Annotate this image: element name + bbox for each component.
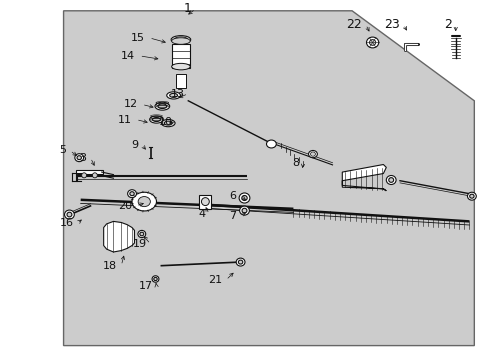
Ellipse shape [241, 195, 247, 201]
Text: 14: 14 [121, 51, 135, 61]
Text: 18: 18 [103, 261, 117, 271]
Text: 17: 17 [138, 281, 152, 291]
Ellipse shape [138, 197, 150, 207]
Text: 11: 11 [118, 114, 132, 125]
Text: 22: 22 [346, 18, 361, 31]
Ellipse shape [161, 120, 175, 127]
Text: 15: 15 [131, 33, 145, 43]
Polygon shape [76, 170, 102, 181]
Ellipse shape [81, 173, 86, 178]
Ellipse shape [236, 258, 244, 266]
Ellipse shape [64, 210, 74, 219]
Ellipse shape [171, 38, 190, 44]
Text: 13: 13 [170, 89, 184, 99]
Bar [176, 74, 185, 88]
Ellipse shape [158, 104, 166, 109]
Text: 20: 20 [118, 201, 132, 211]
Ellipse shape [92, 173, 97, 178]
Ellipse shape [132, 192, 156, 211]
Ellipse shape [153, 277, 157, 281]
Ellipse shape [468, 194, 473, 198]
Text: 21: 21 [207, 275, 222, 285]
Text: 10: 10 [159, 117, 173, 127]
Text: 2: 2 [443, 18, 451, 31]
Ellipse shape [138, 230, 145, 238]
Ellipse shape [164, 121, 172, 125]
Ellipse shape [467, 192, 475, 200]
Ellipse shape [140, 232, 143, 236]
Ellipse shape [310, 152, 315, 156]
Text: 9: 9 [130, 140, 138, 150]
Ellipse shape [77, 156, 81, 159]
Text: 3: 3 [80, 153, 86, 163]
Ellipse shape [75, 154, 83, 162]
Ellipse shape [266, 140, 276, 148]
Ellipse shape [308, 150, 317, 158]
Ellipse shape [388, 177, 393, 182]
Ellipse shape [238, 260, 242, 264]
Ellipse shape [369, 40, 375, 45]
Text: 6: 6 [229, 191, 236, 201]
Text: 23: 23 [383, 18, 399, 31]
Ellipse shape [130, 192, 134, 195]
Ellipse shape [239, 206, 249, 215]
Ellipse shape [152, 276, 159, 282]
Ellipse shape [127, 190, 136, 198]
Ellipse shape [174, 37, 187, 42]
Ellipse shape [242, 208, 246, 213]
Ellipse shape [171, 63, 190, 70]
Ellipse shape [166, 92, 180, 99]
Ellipse shape [155, 102, 169, 110]
Text: 4: 4 [198, 209, 205, 219]
Text: 7: 7 [229, 211, 236, 221]
Bar [199, 195, 211, 209]
Polygon shape [103, 221, 134, 252]
Ellipse shape [366, 37, 378, 48]
Ellipse shape [67, 212, 72, 217]
Text: 12: 12 [123, 99, 138, 109]
Text: 1: 1 [183, 3, 191, 15]
Ellipse shape [169, 93, 177, 97]
Text: 8: 8 [291, 158, 299, 168]
Ellipse shape [201, 198, 209, 206]
Ellipse shape [171, 36, 190, 44]
Ellipse shape [239, 193, 249, 203]
Ellipse shape [149, 116, 163, 123]
Ellipse shape [386, 175, 395, 184]
Bar [171, 44, 190, 68]
Polygon shape [63, 11, 473, 346]
Text: 16: 16 [59, 218, 73, 228]
Polygon shape [342, 165, 386, 191]
Ellipse shape [152, 117, 160, 122]
Text: 19: 19 [132, 239, 146, 249]
Text: 5: 5 [59, 145, 66, 156]
